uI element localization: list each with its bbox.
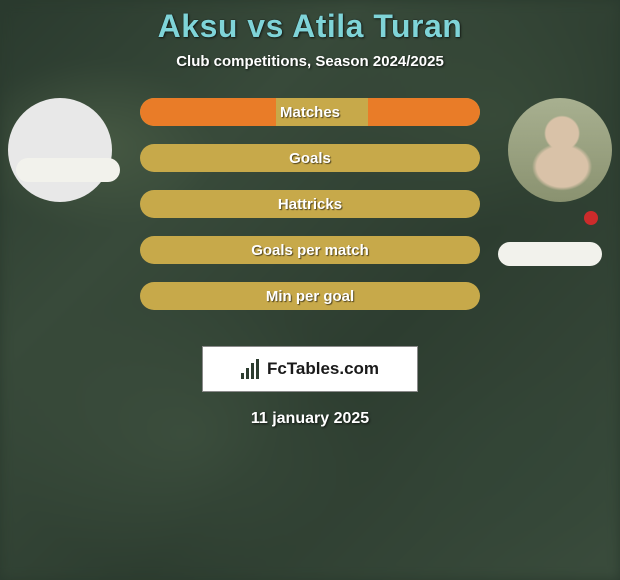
bar-row: Goals per match [140,236,480,264]
content-root: Aksu vs Atila Turan Club competitions, S… [0,0,620,428]
page-title: Aksu vs Atila Turan [0,8,620,45]
bar-track: Goals [140,144,480,172]
bar-label: Min per goal [140,288,480,305]
bar-row: 63Matches [140,98,480,126]
name-pill-right [498,242,602,266]
bar-label: Hattricks [140,196,480,213]
bar-row: Min per goal [140,282,480,310]
bar-track: Hattricks [140,190,480,218]
brand-box[interactable]: FcTables.com [202,346,418,392]
avatar-left [8,98,112,202]
bar-track: Goals per match [140,236,480,264]
bars-container: 63Matches 00Goals 00Hattricks Goals per mat… [140,98,480,328]
footer-date: 11 january 2025 [0,410,620,428]
bar-fill-left [140,98,276,126]
comparison-area: 63Matches 00Goals 00Hattricks Goals per mat… [0,98,620,338]
bar-fill-right [368,98,480,126]
bar-label: Goals [140,150,480,167]
bar-track: Min per goal [140,282,480,310]
name-pill-left [16,158,120,182]
brand-text: FcTables.com [267,359,379,379]
bar-row: 00Hattricks [140,190,480,218]
page-subtitle: Club competitions, Season 2024/2025 [0,53,620,70]
bar-chart-icon [241,359,261,379]
flag-icon [584,211,598,225]
bar-track: Matches [140,98,480,126]
bar-label: Goals per match [140,242,480,259]
avatar-right [508,98,612,202]
bar-row: 00Goals [140,144,480,172]
